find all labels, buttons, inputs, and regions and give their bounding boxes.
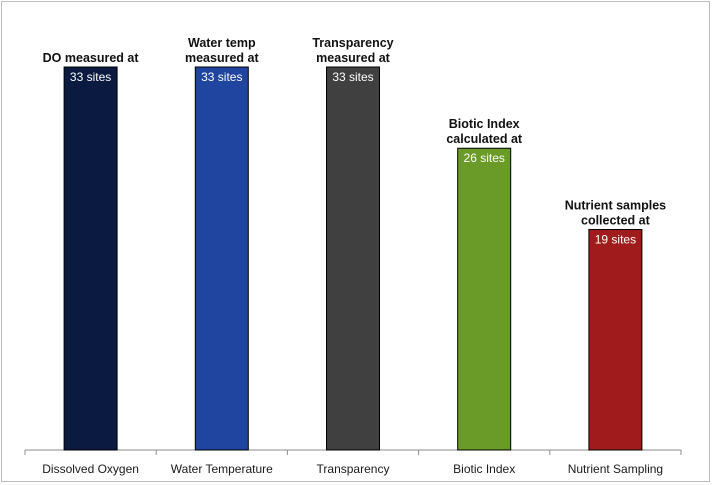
bar-annotation: Water temp xyxy=(188,36,256,50)
bar-annotation: measured at xyxy=(316,51,390,65)
bar-value-label: 33 sites xyxy=(70,70,111,84)
bar-value-label: 33 sites xyxy=(332,70,373,84)
bar-value-label: 19 sites xyxy=(595,232,636,246)
x-tick-label: Nutrient Sampling xyxy=(568,462,663,476)
x-tick-label: Dissolved Oxygen xyxy=(42,462,139,476)
bar-annotation: measured at xyxy=(185,51,259,65)
bar-annotation: Biotic Index xyxy=(449,117,520,131)
x-tick-label: Water Temperature xyxy=(171,462,273,476)
bar-nutrient-sampling xyxy=(588,228,643,451)
x-tick-label: Biotic Index xyxy=(453,462,515,476)
bar-water-temperature xyxy=(194,66,249,451)
bar-annotation: Nutrient samples xyxy=(565,198,666,212)
bar-annotation: DO measured at xyxy=(43,51,140,65)
x-tick-label: Transparency xyxy=(317,462,390,476)
bar-value-label: 26 sites xyxy=(464,151,505,165)
bar-annotation: Transparency xyxy=(312,36,393,50)
bar-dissolved-oxygen xyxy=(63,66,118,451)
bar-annotation: calculated at xyxy=(446,132,523,146)
bar-value-label: 33 sites xyxy=(201,70,242,84)
bar-transparency xyxy=(326,66,380,451)
bar-annotation: collected at xyxy=(581,213,651,227)
bar-biotic-index xyxy=(457,147,512,451)
